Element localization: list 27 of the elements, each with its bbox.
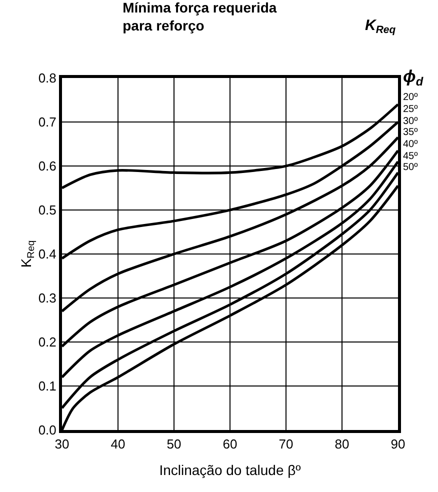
series-label: 40º xyxy=(403,139,418,150)
x-tick-label: 60 xyxy=(222,436,238,452)
x-tick-label: 90 xyxy=(390,436,406,452)
y-tick-label: 0.8 xyxy=(38,70,56,86)
y-tick-label: 0.2 xyxy=(38,334,56,350)
y-tick-label: 0.1 xyxy=(38,378,56,394)
y-tick-label: 0.3 xyxy=(38,290,56,306)
y-tick-label: 0.6 xyxy=(38,158,56,174)
text: ϕ$_{d}$ xyxy=(403,67,424,89)
x-tick-label: 40 xyxy=(110,436,126,452)
series-label: 50º xyxy=(403,162,418,173)
x-tick-label: 70 xyxy=(278,436,294,452)
text: K$_{Req}$ xyxy=(365,17,396,36)
y-tick-label: 0.0 xyxy=(38,422,56,438)
chart-title: Mínima força requerida para reforço xyxy=(122,0,277,34)
series-label: 30º xyxy=(403,116,418,127)
y-tick-label: 0.4 xyxy=(38,246,56,262)
y-tick-label: 0.5 xyxy=(38,202,56,218)
series-label: 25º xyxy=(403,104,418,115)
x-tick-label: 50 xyxy=(166,436,182,452)
x-tick-label: 80 xyxy=(334,436,350,452)
x-axis-title: Inclinação do talude βº xyxy=(159,462,301,478)
x-tick-label: 30 xyxy=(54,436,70,452)
series-label: 45º xyxy=(403,151,418,162)
y-tick-label: 0.7 xyxy=(38,114,56,130)
series-label: 20º xyxy=(403,92,418,103)
series-label: 35º xyxy=(403,127,418,138)
